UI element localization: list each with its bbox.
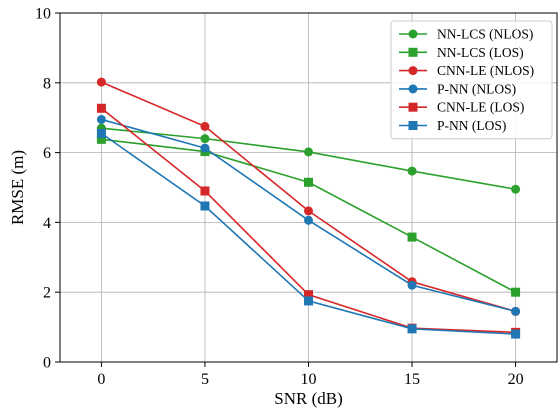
data-point [304, 147, 313, 157]
y-tick-label: 6 [43, 145, 51, 162]
data-point [304, 290, 313, 300]
legend-item: P-NN (NLOS) [399, 81, 516, 96]
data-point [407, 166, 417, 176]
legend-marker [408, 47, 418, 57]
y-axis-label: RMSE (m) [8, 150, 27, 225]
data-point [96, 114, 106, 124]
legend-label: NN-LCS (NLOS) [437, 27, 533, 42]
data-point [511, 306, 521, 316]
data-point [304, 177, 313, 187]
data-point [200, 121, 210, 131]
data-point [200, 134, 210, 144]
legend-item: CNN-LE (NLOS) [399, 63, 534, 78]
legend-item: NN-LCS (NLOS) [399, 27, 533, 42]
legend-item: CNN-LE (LOS) [399, 100, 524, 115]
data-point [407, 324, 417, 334]
data-point [96, 128, 106, 138]
data-point [304, 206, 313, 216]
legend-box [390, 20, 553, 140]
legend-label: CNN-LE (LOS) [437, 100, 524, 115]
data-point [304, 215, 313, 225]
y-tick-label: 2 [43, 285, 51, 302]
legend-label: CNN-LE (NLOS) [437, 63, 534, 78]
legend-marker [408, 84, 418, 94]
x-axis-label: SNR (dB) [274, 389, 342, 408]
x-tick-label: 0 [97, 371, 105, 388]
legend-marker [408, 102, 418, 112]
data-point [200, 201, 210, 211]
y-tick-label: 4 [43, 215, 51, 232]
x-tick-label: 15 [404, 371, 420, 388]
legend-marker [408, 29, 418, 39]
data-point [96, 134, 106, 144]
y-tick-label: 10 [35, 6, 51, 23]
legend-marker [408, 66, 418, 76]
data-point [407, 232, 417, 242]
legend-label: NN-LCS (LOS) [437, 45, 524, 60]
legend: NN-LCS (NLOS) NN-LCS (LOS) CNN-LE (NLOS) P-… [390, 20, 553, 140]
data-point [200, 143, 210, 153]
series-p-nn-nlos [96, 114, 521, 316]
series-p-nn-los [96, 128, 521, 339]
legend-item: P-NN (LOS) [399, 118, 506, 133]
x-tick-label: 5 [201, 371, 209, 388]
data-point [511, 184, 521, 194]
legend-item: NN-LCS (LOS) [399, 45, 524, 60]
y-tick-label: 8 [43, 75, 51, 92]
series-layer [96, 77, 521, 339]
legend-marker [408, 121, 418, 130]
legend-label: P-NN (NLOS) [437, 81, 516, 96]
data-point [96, 103, 106, 113]
axes: 0 5 10 15 20 0 2 4 6 8 10 [35, 6, 524, 389]
data-point [511, 287, 521, 297]
x-tick-label: 20 [508, 371, 524, 388]
data-point [304, 296, 313, 306]
data-point [511, 329, 521, 339]
legend-label: P-NN (LOS) [437, 118, 506, 133]
data-point [96, 77, 106, 87]
x-tick-label: 10 [301, 371, 317, 388]
data-point [200, 186, 210, 196]
y-tick-label: 0 [43, 355, 51, 372]
data-point [407, 280, 417, 290]
